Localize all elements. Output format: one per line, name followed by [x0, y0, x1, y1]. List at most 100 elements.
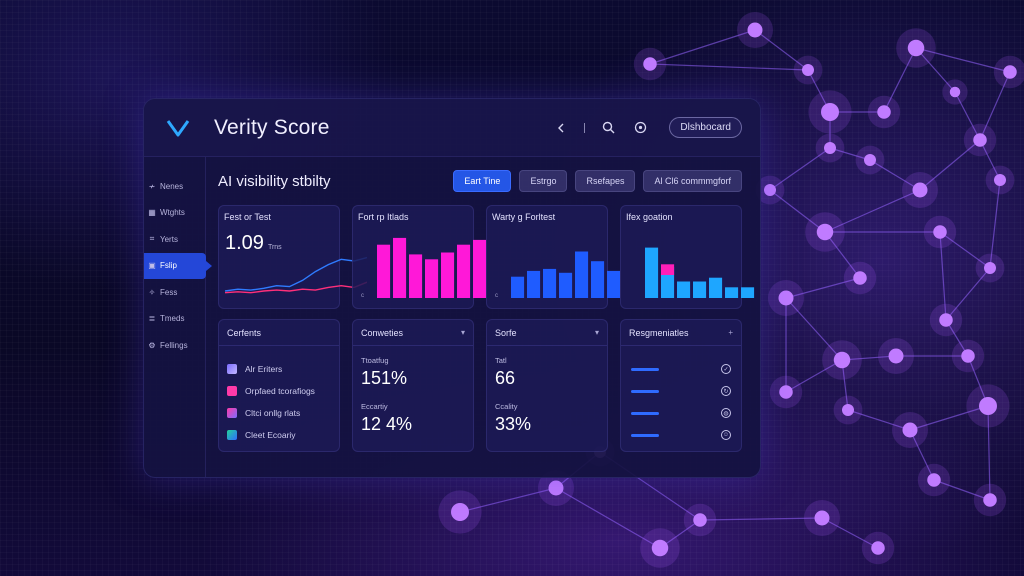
network-node [864, 154, 876, 166]
card-title: Fest or Test [224, 212, 271, 222]
sidebar-item-wtghts[interactable]: ▦ Wtghts [144, 200, 205, 226]
network-node [902, 422, 918, 438]
bar-5 [575, 251, 589, 298]
bars-blue-card[interactable]: Warty g Forltest c [486, 205, 621, 309]
app-window: Verity Score Dlshbocard ≁ Nenes ▦ Wtghts… [143, 98, 761, 478]
network-node [764, 184, 776, 196]
sidebar-item-yerts[interactable]: ⌗ Yerts [144, 226, 205, 252]
metric-value: 66 [495, 368, 516, 388]
sidebar-item-fess[interactable]: ✧ Fess [144, 279, 205, 305]
check-icon[interactable]: ✓ [721, 364, 731, 374]
recommendation-row[interactable]: ◍ [631, 402, 731, 424]
card-title: Conweties [361, 327, 404, 338]
bar-4 [425, 259, 439, 298]
recommendation-bar [631, 389, 659, 393]
network-link [939, 231, 991, 269]
settings-icon[interactable] [631, 119, 649, 137]
network-link [919, 139, 981, 191]
back-icon[interactable] [552, 119, 570, 137]
search-icon[interactable] [599, 119, 617, 137]
network-node [877, 105, 891, 119]
conversions-card: Conweties ▾ Ttoatfug 151% Eccartiy 12 4% [352, 319, 474, 452]
sidebar-item-label: Fess [160, 287, 178, 297]
trend-card[interactable]: Fest or Test 1.09 Trns [218, 205, 367, 309]
bar-4 [559, 272, 573, 298]
bar-5 [709, 277, 723, 298]
network-link [841, 359, 849, 411]
recommendation-row[interactable]: ☺ [631, 424, 731, 446]
globe-icon[interactable]: ◍ [721, 408, 731, 418]
filter-eart-tine[interactable]: Eart Tine [453, 170, 512, 192]
bar-3 [409, 254, 423, 298]
network-node [933, 225, 947, 239]
bar-chart-cyan [645, 247, 755, 298]
logo-icon [164, 114, 192, 142]
dashboard-button[interactable]: Dlshbocard [669, 117, 742, 138]
network-node [802, 64, 814, 76]
metric-value: 33% [495, 414, 532, 434]
recommendation-row[interactable]: ✓ [631, 358, 731, 380]
list-item-label: Orpfaed tcorafiogs [245, 386, 315, 396]
bars-cyan-card[interactable]: Ifex goation [620, 205, 755, 309]
line-series-1 [225, 256, 367, 292]
network-link [649, 29, 756, 65]
settings-icon: ⚙ [148, 340, 156, 350]
network-node [983, 493, 997, 507]
chevron-down-icon[interactable]: ▾ [594, 328, 599, 337]
toolbar-divider [584, 122, 586, 133]
bars-magenta-card[interactable]: Fort rp Itlads c [352, 205, 487, 309]
page-icon [227, 364, 237, 374]
sidebar-item-label: Yerts [160, 234, 178, 244]
network-link [824, 189, 921, 233]
network-node [821, 103, 839, 121]
bar-1 [377, 244, 391, 298]
network-node [548, 480, 564, 496]
card-title: Warty g Forltest [492, 212, 556, 222]
chevron-down-icon[interactable]: ▾ [460, 328, 465, 337]
tag-icon [227, 386, 237, 396]
network-link [979, 139, 1001, 181]
card-title: Cerfents [227, 327, 262, 338]
sidebar-item-tmeds[interactable]: ≣ Tmeds [144, 306, 205, 332]
network-node [907, 39, 925, 57]
line-series-2 [225, 281, 367, 294]
bar-6 [725, 287, 739, 298]
sidebar: ≁ Nenes ▦ Wtghts ⌗ Yerts ▣ Fslip ✧ Fess … [144, 157, 212, 477]
network-link [987, 405, 991, 501]
plus-icon[interactable]: + [728, 328, 733, 337]
sidebar-item-fellings[interactable]: ⚙ Fellings [144, 332, 205, 358]
sidebar-item-label: Wtghts [160, 208, 185, 217]
smile-icon[interactable]: ☺ [721, 430, 731, 440]
filter-estrgo[interactable]: Estrgo [519, 170, 568, 192]
doc-icon: ≣ [148, 314, 156, 323]
network-link [754, 29, 809, 71]
bar-1 [511, 276, 525, 298]
bar-6 [457, 244, 471, 298]
network-node [939, 313, 953, 327]
list-item[interactable]: Cltci onllg rlats [227, 402, 331, 424]
network-node [912, 182, 928, 198]
filter-al-cl6[interactable]: Al Cl6 commmgforf [643, 170, 742, 192]
card-title: Resgmeniatles [629, 327, 689, 338]
recommendations-card: Resgmeniatles + ✓ ↻ ◍ [620, 319, 742, 452]
network-node [979, 397, 997, 415]
network-node [651, 539, 669, 557]
network-link [649, 63, 809, 71]
list-item[interactable]: Orpfaed tcorafiogs [227, 380, 331, 402]
list-item[interactable]: Alr Eriters [227, 358, 331, 380]
network-link [785, 359, 843, 393]
network-node [778, 290, 794, 306]
refresh-icon[interactable]: ↻ [721, 386, 731, 396]
trend-value: 1.09 Trns [225, 232, 282, 254]
sidebar-item-nenes[interactable]: ≁ Nenes [144, 173, 205, 199]
recommendation-row[interactable]: ↻ [631, 380, 731, 402]
network-link [699, 517, 823, 521]
filter-rsefapes[interactable]: Rsefapes [575, 170, 636, 192]
network-node [842, 404, 854, 416]
network-node [816, 223, 834, 241]
bar-5 [441, 252, 455, 298]
sidebar-item-fslip[interactable]: ▣ Fslip [144, 252, 212, 279]
section-title: AI visibility stbilty [218, 172, 331, 190]
check-box-icon [227, 430, 237, 440]
list-item[interactable]: Cleet Ecoariy [227, 424, 331, 446]
